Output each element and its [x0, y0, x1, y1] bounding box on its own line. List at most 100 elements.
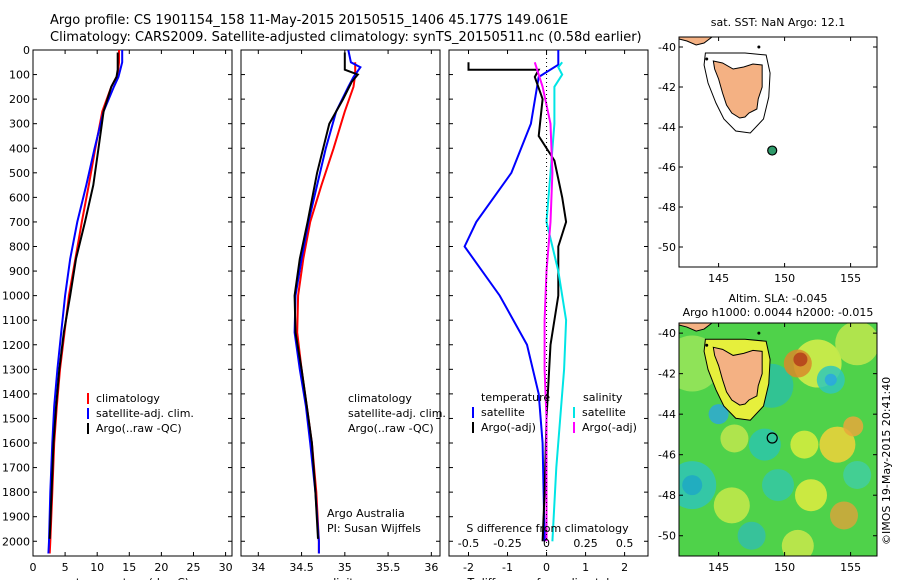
sal-xlabel: salinity: [321, 576, 361, 580]
depth-tick-label: 200: [9, 93, 30, 106]
depth-tick-label: 1700: [2, 462, 30, 475]
depth-tick-label: 100: [9, 69, 30, 82]
temp-xtick-label: 20: [154, 561, 168, 574]
diff-xtick-label: 0: [543, 561, 550, 574]
sst-ytick-label: -50: [658, 241, 676, 254]
depth-tick-label: 2000: [2, 535, 30, 548]
sla-anomaly-blob: [824, 373, 837, 386]
sst-frame: [678, 36, 878, 268]
sla-anomaly-blob: [793, 352, 808, 367]
temp-xtick-label: 15: [122, 561, 136, 574]
sla-anomaly-blob: [720, 424, 749, 453]
sal-series-2: [293, 52, 360, 539]
depth-tick-label: 1200: [2, 339, 30, 352]
sal-xtick-label: 35.5: [376, 561, 401, 574]
diff-xtick-label: -1: [502, 561, 513, 574]
sst-island: [705, 57, 709, 61]
diff-series-3: [533, 61, 554, 542]
depth-tick-label: 500: [9, 167, 30, 180]
sla-anomaly-blob: [830, 501, 858, 530]
sla-ytick-label: -48: [658, 489, 676, 502]
sla-mainland: [679, 323, 713, 332]
diff-panel: -2 -1 0 1 2 T difference from climatology: [448, 49, 649, 580]
sst-tasmania: [712, 60, 763, 119]
diff-series-0: [463, 50, 560, 542]
temp-xtick-label: 5: [62, 561, 69, 574]
diff-sal-tick-label: -0.5: [458, 537, 479, 550]
sla-ytick-label: -40: [658, 327, 676, 340]
diff-legend-title-temperature: temperature: [481, 391, 550, 404]
depth-tick-label: 0: [23, 44, 30, 57]
sal-xtick-label: 34.5: [289, 561, 314, 574]
depth-tick-label: 1300: [2, 363, 30, 376]
diff-xlabel: T difference from climatology: [467, 576, 630, 580]
sla-ytick-label: -42: [658, 368, 676, 381]
diff-top-xlabel: S difference from climatology: [466, 522, 629, 535]
sal-legend-label: climatology: [348, 392, 412, 405]
sst-xtick-label: 155: [840, 272, 861, 285]
header-line-2: Climatology: CARS2009. Satellite-adjuste…: [50, 30, 642, 45]
sst-mainland: [679, 37, 713, 46]
sla-anomaly-blob: [713, 487, 750, 524]
depth-tick-label: 900: [9, 265, 30, 278]
header-line-1: Argo profile: CS 1901154_158 11-May-2015…: [50, 13, 569, 28]
sla-anomaly-blob: [762, 469, 794, 502]
sst-xtick-label: 150: [774, 272, 795, 285]
sla-anomaly-blob: [748, 428, 781, 461]
sst-ytick-label: -40: [658, 41, 676, 54]
depth-tick-label: 1100: [2, 314, 30, 327]
diff-frame: [448, 49, 649, 557]
temp-xtick-label: 25: [186, 561, 200, 574]
sla-anomaly-blob: [708, 404, 729, 425]
temp-legend-label: Argo(..raw -QC): [96, 422, 182, 435]
depth-tick-label: 800: [9, 241, 30, 254]
sst-ytick-label: -44: [658, 121, 676, 134]
temp-xlabel: temperature (deg C): [76, 576, 189, 580]
sal-legend-label: satellite-adj. clim.: [348, 407, 446, 420]
sst-ytick-label: -42: [658, 81, 676, 94]
temp-legend-label: satellite-adj. clim.: [96, 407, 194, 420]
depth-tick-label: 600: [9, 191, 30, 204]
sal-xtick-label: 34: [251, 561, 265, 574]
sla-island: [705, 343, 709, 347]
diff-sal-tick-label: -0.25: [493, 537, 521, 550]
sla-island: [757, 331, 761, 335]
sla-content: [679, 323, 877, 556]
sst-ytick-label: -48: [658, 201, 676, 214]
diff-sal-tick-label: 0.5: [616, 537, 634, 550]
diff-legend-label: Argo(-adj): [481, 421, 536, 434]
sla-anomaly-blob: [790, 430, 819, 459]
temp-series-1: [47, 50, 124, 554]
sal-annotation-line-2: PI: Susan Wijffels: [327, 522, 421, 535]
sal-frame: [240, 49, 441, 557]
sla-tasmania: [712, 346, 763, 406]
sal-legend-label: Argo(..raw -QC): [348, 422, 434, 435]
sla-anomaly-blob: [781, 529, 814, 556]
sal-panel: 34 34.5 35 35.5 36 salinity: [240, 49, 441, 580]
temp-xtick-label: 0: [30, 561, 37, 574]
sla-anomaly-blob: [737, 521, 766, 550]
temp-xtick-label: 30: [219, 561, 233, 574]
sla-map-title: Altim. SLA: -0.045: [728, 292, 827, 305]
diff-legend-label: satellite: [481, 406, 525, 419]
sal-series-1: [293, 49, 362, 554]
sla-xtick-label: 150: [774, 561, 795, 574]
diff-legend-label: satellite: [582, 406, 626, 419]
depth-tick-label: 400: [9, 142, 30, 155]
depth-tick-label: 300: [9, 118, 30, 131]
sst-ytick-label: -46: [658, 161, 676, 174]
sla-ytick-label: -46: [658, 449, 676, 462]
temp-legend-label: climatology: [96, 392, 160, 405]
sla-map-subtitle: Argo h1000: 0.0044 h2000: -0.015: [683, 306, 874, 319]
diff-xtick-label: 1: [582, 561, 589, 574]
temp-panel: 0100200300400500600700800900100011001200…: [2, 44, 341, 580]
diff-legend-label: Argo(-adj): [582, 421, 637, 434]
depth-tick-label: 700: [9, 216, 30, 229]
temp-series-2: [48, 52, 119, 539]
sla-anomaly-blob: [843, 460, 872, 489]
sla-anomaly-blob: [835, 323, 877, 366]
depth-tick-label: 1500: [2, 412, 30, 425]
diff-sal-tick-label: 0: [543, 537, 550, 550]
sla-anomaly-blob: [843, 416, 864, 437]
